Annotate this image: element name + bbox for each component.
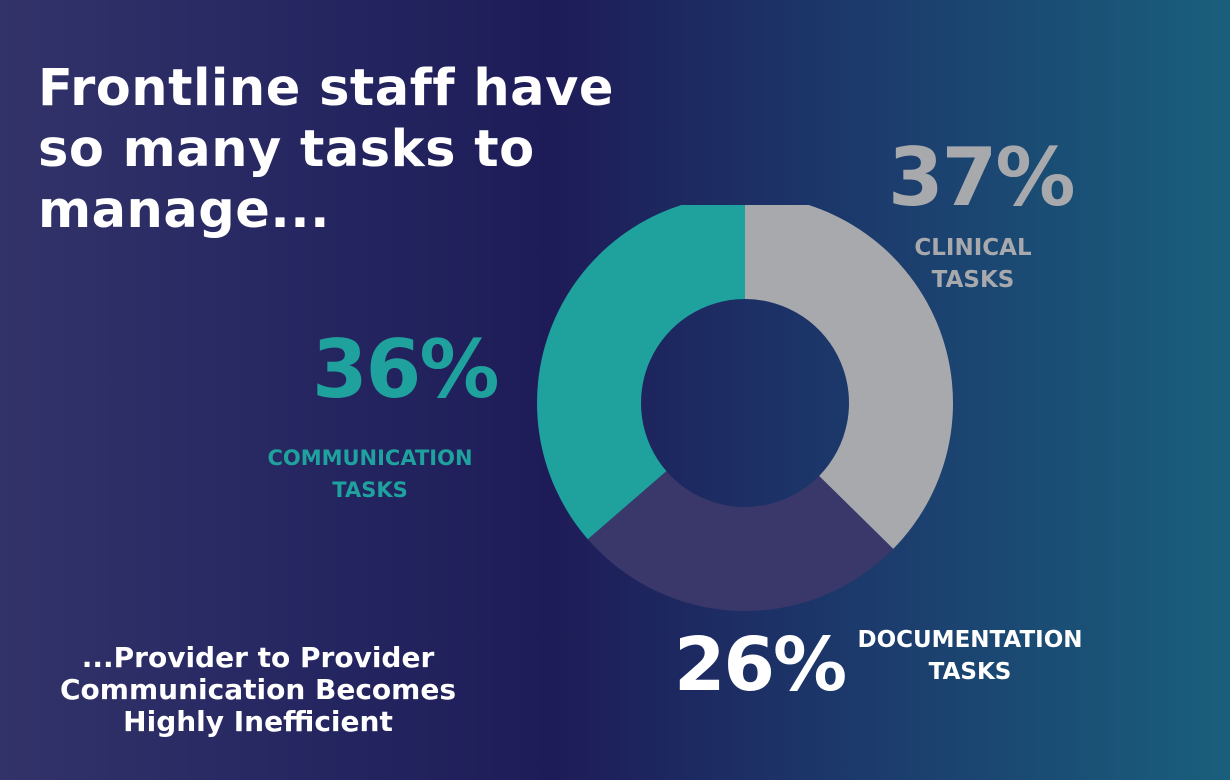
- headline: Frontline staff have so many tasks to ma…: [38, 59, 614, 240]
- communication-percent-label: 36%: [312, 323, 499, 416]
- documentation-percent-label: 26%: [674, 622, 847, 708]
- donut-slice-clinical: [745, 205, 953, 549]
- donut-slice-communication: [537, 205, 745, 540]
- clinical-percent-label: 37%: [888, 131, 1075, 224]
- clinical-category-label: CLINICAL TASKS: [914, 235, 1032, 293]
- donut-chart: [537, 205, 953, 611]
- subheadline: ...Provider to Provider Communication Be…: [60, 641, 456, 738]
- communication-category-label: COMMUNICATION TASKS: [267, 446, 473, 502]
- documentation-category-label: DOCUMENTATION TASKS: [857, 627, 1083, 685]
- donut-slice-documentation: [587, 471, 894, 611]
